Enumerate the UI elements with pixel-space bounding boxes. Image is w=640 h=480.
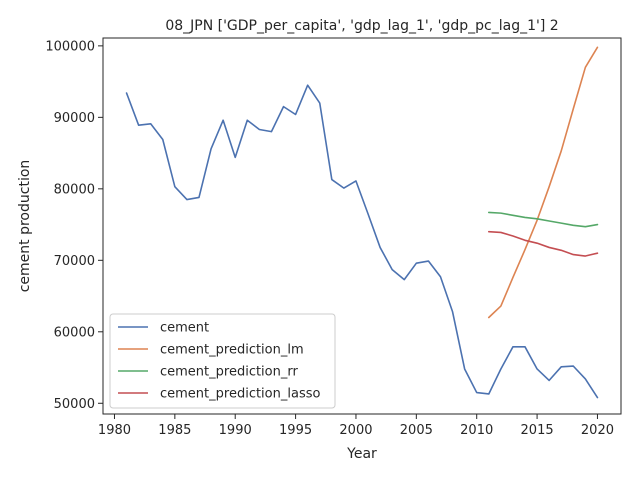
x-tick-label: 1995 (279, 423, 312, 438)
series-line-cement-prediction-rr (487, 211, 599, 228)
legend-entry-label: cement_prediction_rr (160, 365, 298, 380)
x-tick-label: 2010 (460, 423, 493, 438)
chart-title: 08_JPN ['GDP_per_capita', 'gdp_lag_1', '… (165, 18, 558, 34)
series-line-cement-prediction-lasso (487, 230, 599, 257)
y-tick-label: 100000 (45, 39, 95, 54)
legend: cement cement_prediction_lm cement_predict… (109, 313, 336, 409)
x-axis-ticks: 1980 1985 1990 1995 2000 2005 2010 2015 2020 (98, 414, 614, 438)
y-tick-label: 60000 (54, 325, 95, 340)
y-axis-label: cement production (17, 160, 33, 293)
x-tick-label: 1980 (98, 423, 131, 438)
plot-frame (102, 37, 622, 415)
x-tick-label: 1985 (158, 423, 191, 438)
x-tick-label: 2015 (521, 423, 554, 438)
legend-box (109, 313, 336, 409)
x-tick-label: 1990 (219, 423, 252, 438)
x-axis-label: Year (346, 446, 377, 462)
legend-entry-label: cement_prediction_lm (160, 343, 304, 358)
x-tick-label: 2005 (400, 423, 433, 438)
y-axis-ticks: 50000 60000 70000 80000 90000 100000 (45, 39, 103, 412)
series-line-cement-prediction-lm (487, 46, 599, 319)
y-tick-label: 50000 (54, 397, 95, 412)
y-tick-label: 80000 (54, 182, 95, 197)
x-tick-label: 2020 (581, 423, 614, 438)
legend-entry-label: cement_prediction_lasso (160, 387, 320, 402)
x-tick-label: 2000 (339, 423, 372, 438)
y-tick-label: 70000 (54, 254, 95, 269)
y-tick-label: 90000 (54, 111, 95, 126)
legend-entry-label: cement (160, 321, 209, 336)
series-layer (125, 46, 599, 399)
series-line-cement (125, 84, 599, 399)
